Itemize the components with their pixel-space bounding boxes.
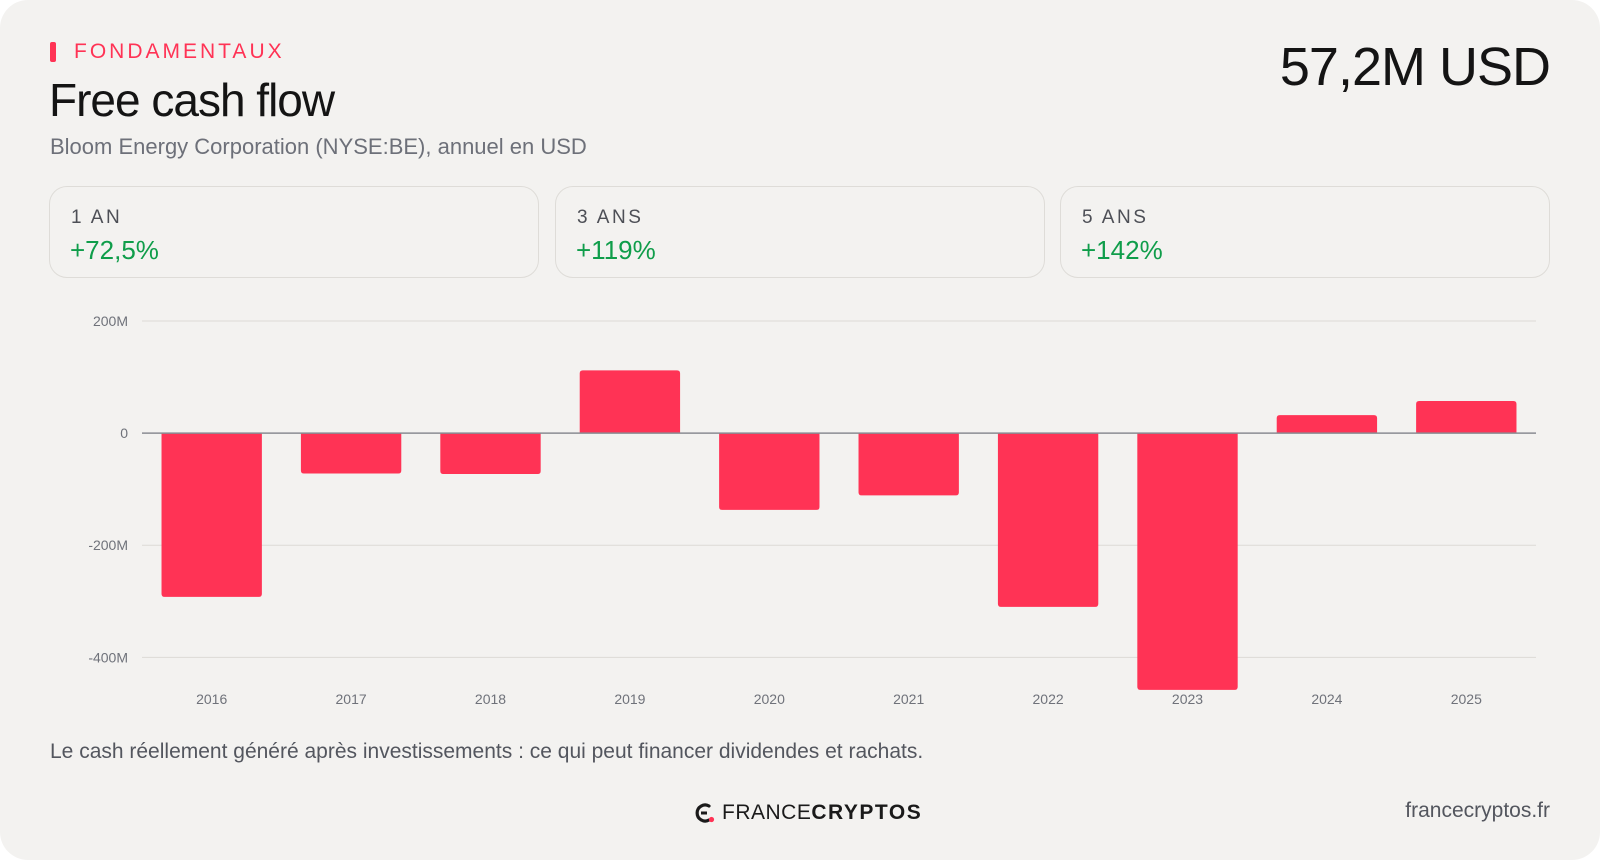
bar bbox=[300, 433, 402, 474]
brand-word-france: FRANCE bbox=[722, 801, 812, 824]
x-tick-label: 2021 bbox=[893, 691, 924, 707]
bar bbox=[1137, 433, 1238, 690]
y-tick-label: 200M bbox=[93, 313, 128, 329]
brand-logo: FRANCE CRYPTOS bbox=[694, 800, 922, 826]
y-tick-label: -400M bbox=[88, 649, 128, 665]
bar bbox=[161, 433, 262, 597]
x-tick-label: 2025 bbox=[1451, 691, 1482, 707]
stat-label: 1 AN bbox=[71, 207, 123, 228]
bar bbox=[719, 433, 820, 510]
page-subtitle: Bloom Energy Corporation (NYSE:BE), annu… bbox=[50, 134, 587, 159]
headline-value: 57,2M USD bbox=[1279, 37, 1551, 97]
stat-value: +119% bbox=[576, 235, 656, 265]
x-tick-label: 2024 bbox=[1311, 691, 1342, 707]
x-tick-label: 2019 bbox=[614, 691, 645, 707]
site-url: francecryptos.fr bbox=[1405, 799, 1550, 822]
x-tick-label: 2016 bbox=[196, 691, 227, 707]
stat-value: +142% bbox=[1081, 235, 1163, 265]
x-tick-label: 2020 bbox=[754, 691, 785, 707]
stat-card-1-year: 1 AN +72,5% bbox=[49, 186, 539, 278]
stat-label: 3 ANS bbox=[577, 207, 644, 228]
logo-dot bbox=[708, 816, 715, 823]
bar bbox=[858, 433, 959, 496]
eyebrow-accent-bar bbox=[50, 42, 56, 62]
bar bbox=[579, 370, 681, 434]
bar-chart: 200M 0 -200M -400M 2016 2017 2018 2019 2020 2021 2… bbox=[88, 313, 1536, 707]
y-tick-label: -200M bbox=[88, 537, 128, 553]
chart-caption: Le cash réellement généré après investis… bbox=[50, 740, 924, 763]
stat-card-3-years: 3 ANS +119% bbox=[555, 186, 1045, 278]
stat-value: +72,5% bbox=[70, 235, 159, 265]
section-eyebrow: FONDAMENTAUX bbox=[50, 40, 285, 64]
francecryptos-logo-icon bbox=[695, 803, 715, 823]
bar bbox=[1416, 401, 1517, 434]
eyebrow-label: FONDAMENTAUX bbox=[74, 40, 285, 63]
page-title: Free cash flow bbox=[49, 74, 335, 126]
bar bbox=[1276, 415, 1378, 434]
stat-card-5-years: 5 ANS +142% bbox=[1060, 186, 1550, 278]
y-tick-label: 0 bbox=[120, 425, 128, 441]
bar bbox=[440, 433, 541, 475]
x-tick-label: 2017 bbox=[336, 691, 367, 707]
x-tick-label: 2018 bbox=[475, 691, 506, 707]
stat-label: 5 ANS bbox=[1082, 207, 1149, 228]
x-tick-label: 2023 bbox=[1172, 691, 1203, 707]
x-tick-label: 2022 bbox=[1033, 691, 1064, 707]
brand-word-cryptos: CRYPTOS bbox=[811, 801, 923, 824]
bar bbox=[997, 433, 1099, 607]
